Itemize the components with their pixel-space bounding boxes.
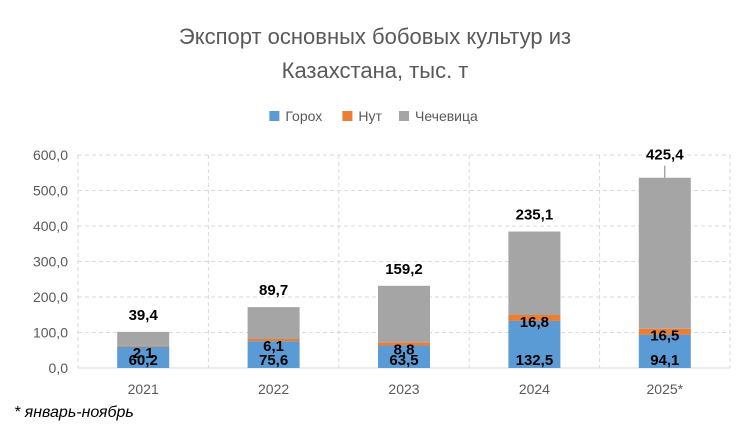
bar-Нут	[508, 314, 561, 321]
bar-Чечевица	[378, 285, 430, 343]
bar-Нут	[638, 328, 691, 335]
bars	[117, 165, 691, 368]
bar-Нут	[378, 342, 430, 346]
y-axis: 0,0 100,0 200,0 300,0 400,0 500,0 600,0	[33, 147, 68, 376]
data-label-Чечевица: 89,7	[259, 282, 288, 299]
data-label-Чечевица: 159,2	[385, 261, 423, 278]
legend-label-Горох: Горох	[285, 108, 322, 124]
bar-Горох	[247, 341, 300, 368]
legend-swatch-Нут	[342, 111, 353, 121]
bar-Чечевица	[247, 307, 300, 339]
data-labels: 60,22,1 39,4 75,66,1 89,7 63,58,8 159,2 132,5 1…	[129, 147, 685, 369]
data-label-Чечевица: 425,4	[646, 147, 684, 164]
bar-Горох	[638, 334, 691, 368]
x-tick-label: 2021	[128, 381, 159, 397]
legend: Горох Нут Чечевица	[269, 108, 478, 124]
y-tick-label: 200,0	[33, 289, 68, 305]
data-label-Нут: 16,5	[650, 328, 679, 345]
data-label-Горох: 132,5	[516, 352, 554, 369]
chart-title-line-2: Казахстана, тыс. т	[282, 58, 469, 83]
data-label-Горох: 94,1	[650, 352, 679, 369]
y-tick-label: 300,0	[33, 254, 68, 270]
bar-Горох	[117, 346, 170, 368]
bar-Нут	[247, 338, 300, 342]
legend-label-Чечевица: Чечевица	[415, 108, 478, 124]
legend-swatch-Чечевица	[399, 111, 409, 121]
y-tick-label: 100,0	[33, 325, 68, 341]
legend-label-Нут: Нут	[358, 108, 382, 124]
bar-Чечевица	[638, 177, 691, 329]
x-axis: 2021 2022 2023 2024 2025*	[128, 381, 684, 397]
x-tick-label: 2024	[519, 381, 550, 397]
bar-Горох	[378, 345, 430, 368]
bar-Чечевица	[508, 231, 561, 315]
data-label-Горох: 75,6	[259, 352, 288, 369]
bar-Горох	[508, 320, 561, 368]
data-label-Чечевица: 235,1	[516, 207, 554, 224]
y-tick-label: 500,0	[33, 183, 68, 199]
chart-title-line-1: Экспорт основных бобовых культур из	[179, 24, 571, 49]
data-label-Горох: 63,5	[389, 352, 418, 369]
x-tick-label: 2022	[258, 381, 289, 397]
x-tick-label: 2025*	[647, 381, 684, 397]
footnote: * январь-ноябрь	[14, 404, 134, 421]
data-label-Нут: 16,8	[520, 314, 549, 331]
legend-swatch-Горох	[269, 111, 280, 121]
data-label-Нут: 8,8	[394, 341, 415, 358]
bar-Нут	[117, 345, 170, 347]
y-tick-label: 600,0	[33, 147, 68, 163]
data-label-Чечевица: 39,4	[129, 307, 159, 324]
x-tick-label: 2023	[388, 381, 419, 397]
y-tick-label: 400,0	[33, 218, 68, 234]
bar-Чечевица	[117, 331, 170, 346]
data-label-Нут: 2,1	[133, 345, 154, 362]
data-label-Нут: 6,1	[263, 338, 284, 355]
data-label-Горох: 60,2	[129, 352, 158, 369]
y-tick-label: 0,0	[49, 360, 69, 376]
